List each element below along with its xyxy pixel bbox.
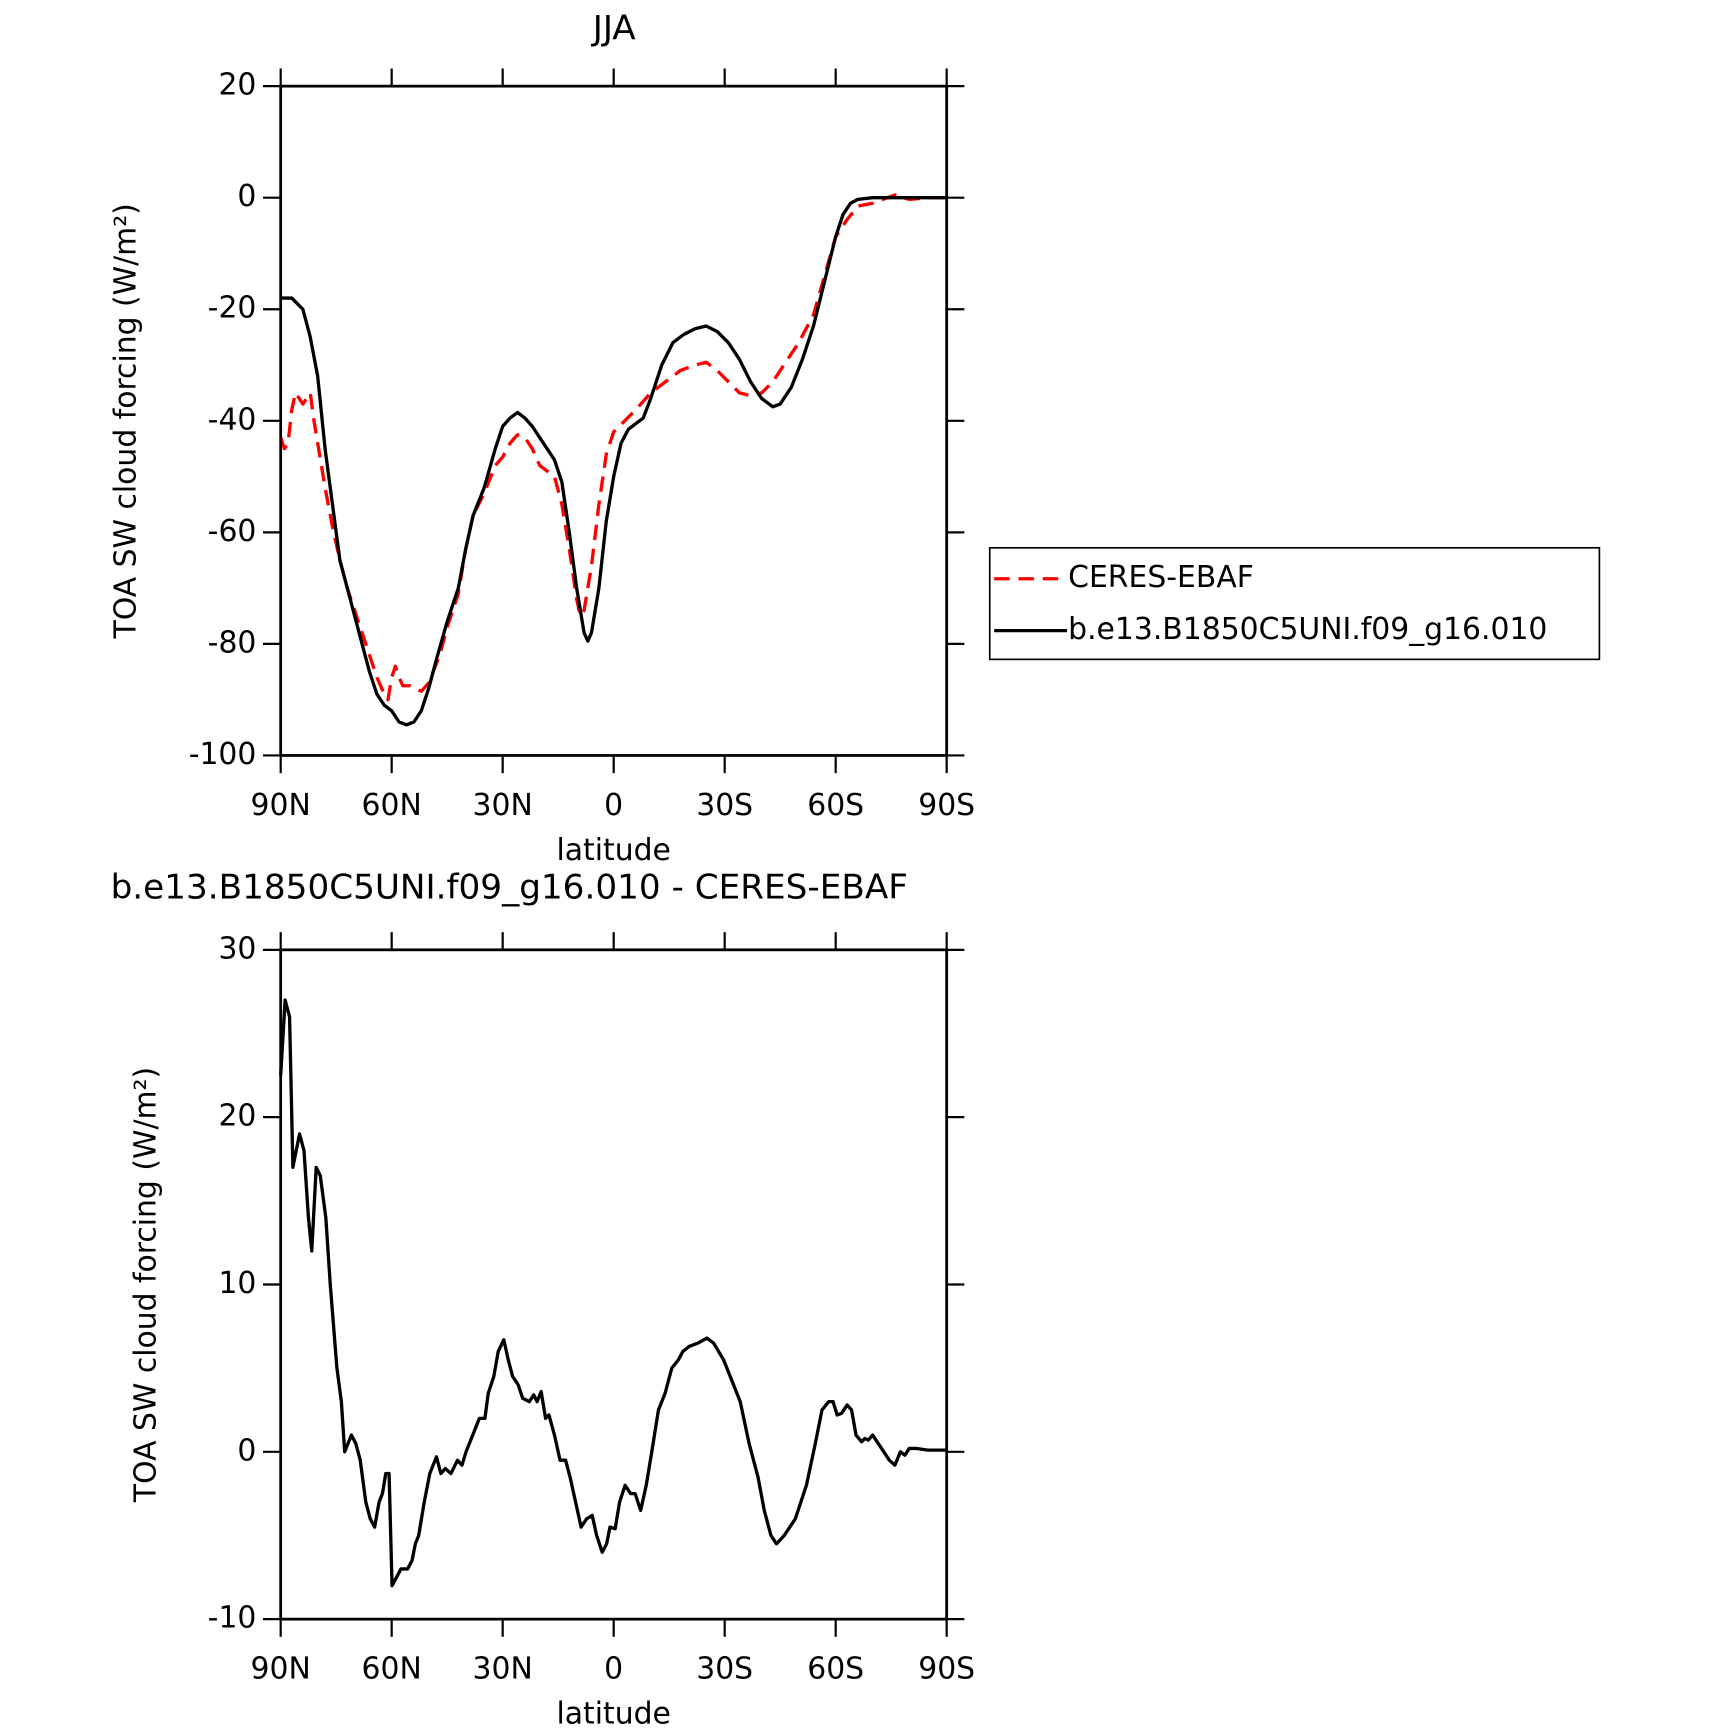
series-line [280,196,947,727]
chart-title: JJA [591,8,637,48]
x-axis-label: latitude [556,1697,670,1732]
x-tick-label: 90S [918,788,975,823]
x-tick-label: 30S [696,788,753,823]
y-tick-label: -40 [208,402,257,437]
y-tick-label: -60 [208,514,257,549]
x-tick-label: 60S [807,1651,864,1686]
y-tick-label: 0 [237,1433,256,1468]
x-tick-label: 30N [473,788,533,823]
series-line [279,998,947,1588]
y-tick-label: 0 [237,179,256,214]
x-tick-label: 90N [251,1651,311,1686]
chart-title: b.e13.B1850C5UNI.f09_g16.010 - CERES-EBA… [111,868,908,908]
series-line [279,193,947,702]
y-tick-label: -100 [189,737,257,772]
x-tick-label: 30S [696,1651,753,1686]
x-tick-label: 60S [807,788,864,823]
y-tick-label: 30 [218,931,256,966]
y-tick-label: -10 [208,1601,257,1636]
legend-box [988,546,1601,661]
x-tick-label: 90S [918,1651,975,1686]
legend-label: b.e13.B1850C5UNI.f09_g16.010 [1068,612,1547,647]
y-tick-label: 20 [218,1099,256,1134]
x-tick-label: 90N [251,788,311,823]
y-axis-label: TOA SW cloud forcing (W/m²) [109,203,144,639]
x-tick-label: 30N [473,1651,533,1686]
x-tick-label: 0 [604,1651,623,1686]
y-tick-label: 20 [218,68,256,103]
x-tick-label: 60N [362,1651,422,1686]
legend-label: CERES-EBAF [1068,560,1254,595]
x-axis-label: latitude [556,833,670,868]
y-tick-label: 10 [218,1266,256,1301]
y-tick-label: -80 [208,625,257,660]
y-tick-label: -20 [208,291,257,326]
x-tick-label: 60N [362,788,422,823]
x-tick-label: 0 [604,788,623,823]
plot-frame [279,84,949,757]
y-axis-label: TOA SW cloud forcing (W/m²) [129,1067,164,1503]
plot-frame [279,948,949,1621]
